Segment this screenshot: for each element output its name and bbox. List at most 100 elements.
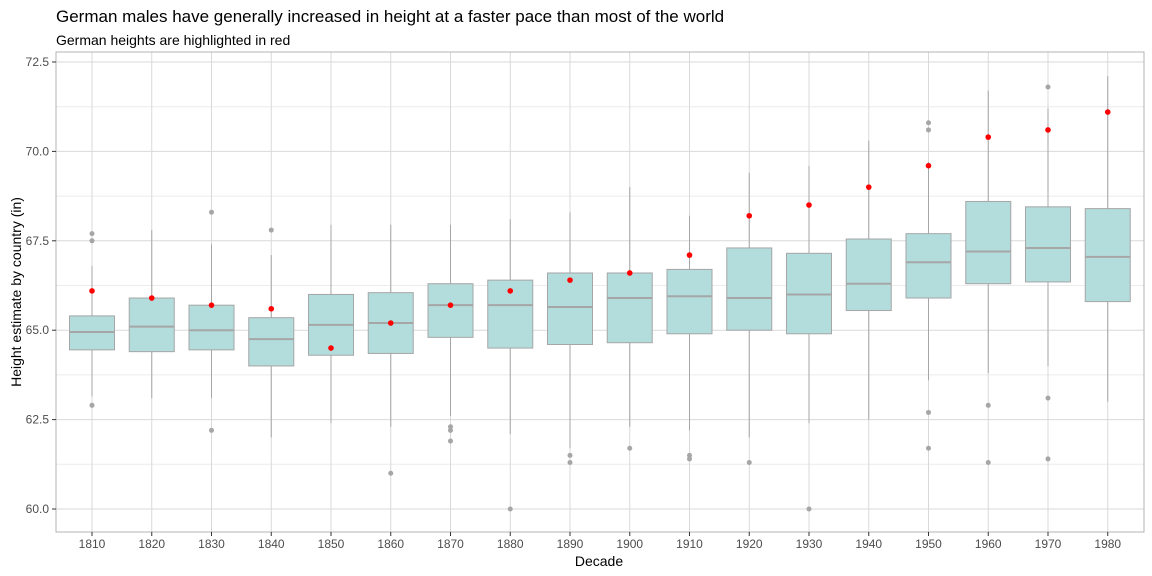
germany-point [686,252,693,258]
box-series [69,76,1131,512]
germany-point [925,162,932,169]
y-axis-title: Height estimate by country (in) [8,197,24,387]
outlier-point [567,452,573,458]
box-iqr [606,272,653,344]
box-1930 [786,165,832,512]
box-iqr [248,317,295,367]
box-iqr [965,200,1012,285]
chart-subtitle: German heights are highlighted in red [56,32,290,48]
box-1890 [547,212,593,466]
outlier-point [806,506,812,512]
outlier-point [209,427,214,433]
germany-point [746,212,753,219]
x-tick-label: 1970 [1035,537,1062,551]
box-iqr [666,268,713,335]
outlier-point [567,460,573,466]
germany-point [865,184,872,190]
box-iqr [547,272,593,346]
y-tick-label: 70.0 [26,144,50,158]
outlier-point [926,409,931,415]
germany-point [985,134,992,140]
outlier-point [1045,84,1051,90]
box-1820 [128,230,175,399]
panel-border [55,51,1145,533]
x-tick-label: 1940 [855,537,882,551]
outlier-point [985,402,991,408]
y-tick-label: 60.0 [26,502,50,516]
box-iqr [188,304,235,351]
box-1900 [606,187,653,451]
y-tick-label: 62.5 [26,413,50,427]
x-tick-label: 1860 [377,537,404,551]
x-tick-label: 1900 [616,537,643,551]
germany-point [89,288,95,294]
box-1830 [188,209,235,433]
box-1870 [427,224,474,444]
outlier-point [926,120,931,126]
outlier-point [1045,395,1051,401]
outlier-point [926,445,931,451]
germany-point [507,288,514,294]
outlier-point [687,452,692,458]
x-tick-label: 1960 [975,537,1002,551]
outlier-point [507,506,513,512]
y-tick-label: 67.5 [26,234,50,248]
outlier-point [687,456,692,462]
box-1840 [248,227,295,438]
outlier-point [746,460,752,466]
germany-point [447,302,454,308]
box-1950 [905,120,952,451]
x-tick-label: 1950 [915,537,942,551]
germany-point [1045,127,1051,133]
box-iqr [1025,206,1071,283]
outlier-point [209,209,214,215]
box-1850 [308,224,354,424]
x-axis: 1810 1820 1830 1840 1850 1860 1870 1880 1890 1900… [79,532,1121,551]
box-iqr [905,233,952,299]
x-tick-label: 1850 [318,537,345,551]
x-tick-label: 1840 [258,537,285,551]
outlier-point [448,424,453,430]
x-tick-label: 1810 [79,537,106,551]
box-1970 [1025,84,1071,462]
box-1920 [726,172,773,466]
germany-point [1104,109,1111,115]
germany-point [148,295,155,301]
box-iqr [427,283,474,338]
box-1940 [845,140,892,420]
box-1910 [666,215,713,462]
x-tick-label: 1880 [497,537,524,551]
outlier-point [448,427,453,433]
box-iqr [726,247,773,331]
germany-points [89,109,1111,351]
x-tick-label: 1930 [796,537,823,551]
x-tick-label: 1920 [736,537,763,551]
chart-title: German males have generally increased in… [56,7,724,26]
grid-lines [56,52,1144,532]
germany-point [567,277,573,283]
x-tick-label: 1890 [557,537,584,551]
germany-point [328,345,334,351]
outlier-point [89,402,95,408]
box-1960 [965,90,1012,466]
outlier-point [627,445,633,451]
box-1980 [1084,76,1131,402]
outlier-point [89,231,95,237]
box-iqr [128,297,175,353]
outlier-point [268,227,274,233]
box-1810 [69,231,115,408]
x-tick-label: 1910 [676,537,703,551]
x-tick-label: 1980 [1094,537,1121,551]
germany-point [806,202,812,208]
outlier-point [1045,456,1051,462]
outlier-point [89,238,95,244]
box-iqr [1084,208,1131,303]
germany-point [626,270,633,276]
x-tick-label: 1830 [198,537,225,551]
outlier-point [388,470,394,476]
y-axis: 60.0 62.5 65.0 67.5 70.0 72.5 [26,55,56,516]
box-iqr [845,238,892,312]
germany-point [387,320,394,326]
y-tick-label: 72.5 [26,55,50,69]
